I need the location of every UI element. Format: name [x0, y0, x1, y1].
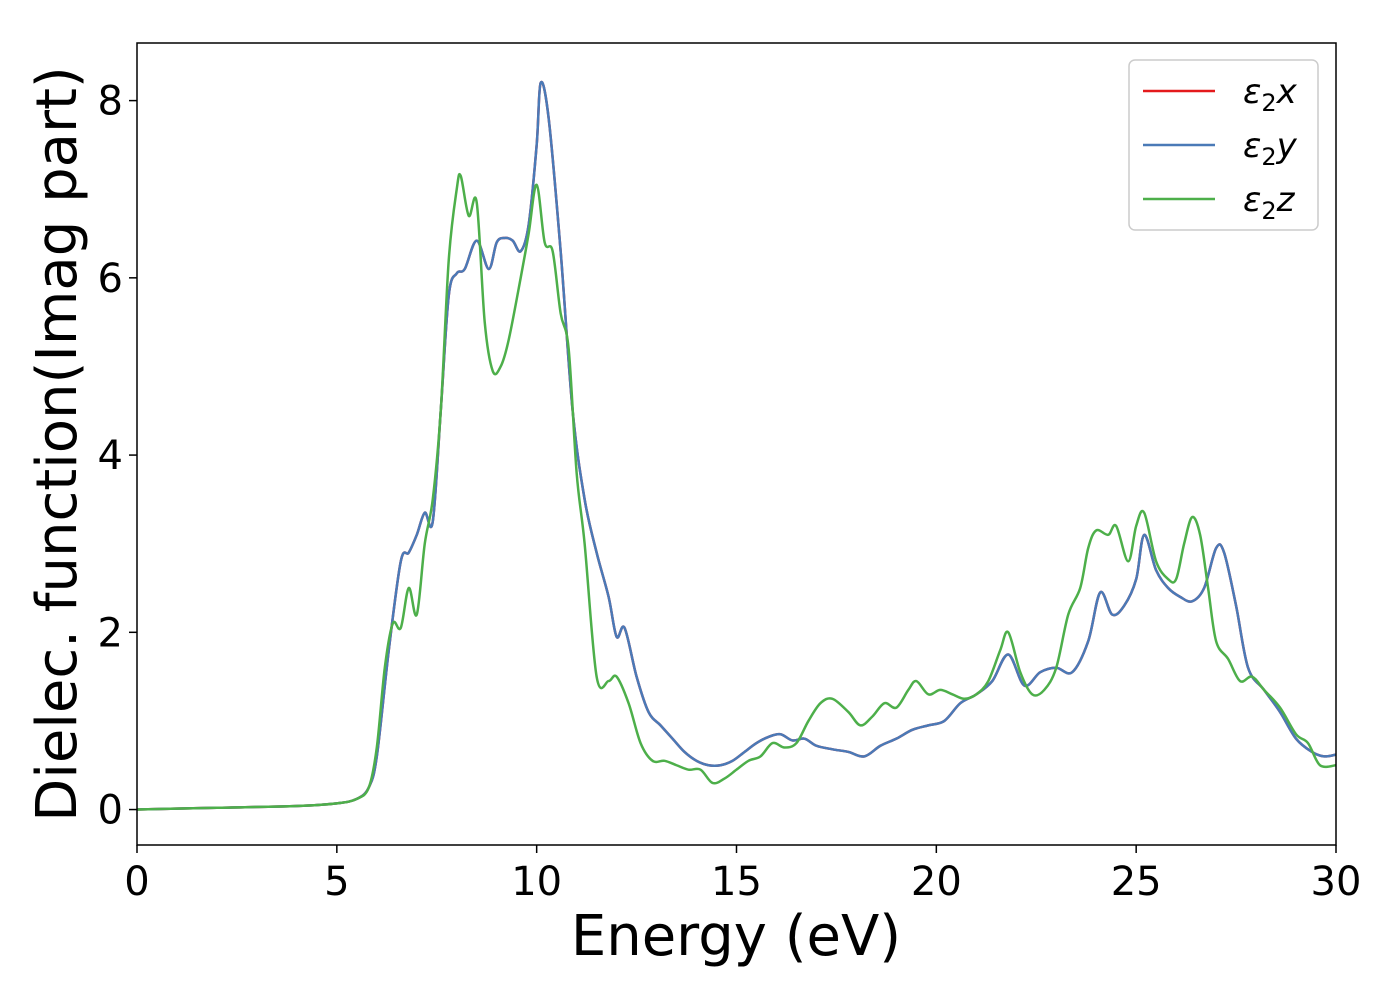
y-tick-label: 6: [98, 256, 123, 302]
y-tick-label: 8: [98, 79, 123, 125]
x-tick-label: 20: [911, 859, 962, 905]
y-axis-label: Dielec. function(Imag part): [25, 66, 90, 822]
y-tick-label: 4: [98, 433, 123, 479]
legend-label: ε2x: [1243, 72, 1298, 117]
legend-label: ε2y: [1243, 126, 1298, 171]
y-tick-label: 2: [98, 610, 123, 656]
x-tick-label: 15: [711, 859, 762, 905]
series-line-ε2z: [136, 172, 1337, 811]
x-axis: 0 5 10 15 20 25 30: [124, 845, 1361, 905]
series-layer: [136, 80, 1337, 811]
x-tick-label: 0: [124, 859, 149, 905]
y-tick-label: 0: [98, 788, 123, 834]
legend: ε2x ε2y ε2z: [1128, 59, 1319, 231]
legend-box: [1128, 59, 1319, 231]
x-tick-label: 25: [1111, 859, 1162, 905]
x-tick-label: 30: [1311, 859, 1362, 905]
x-axis-label: Energy (eV): [571, 904, 901, 969]
legend-label: ε2z: [1243, 180, 1296, 225]
x-tick-label: 5: [324, 859, 349, 905]
x-tick-label: 10: [511, 859, 562, 905]
y-axis: 0 2 4 6 8: [98, 79, 137, 834]
